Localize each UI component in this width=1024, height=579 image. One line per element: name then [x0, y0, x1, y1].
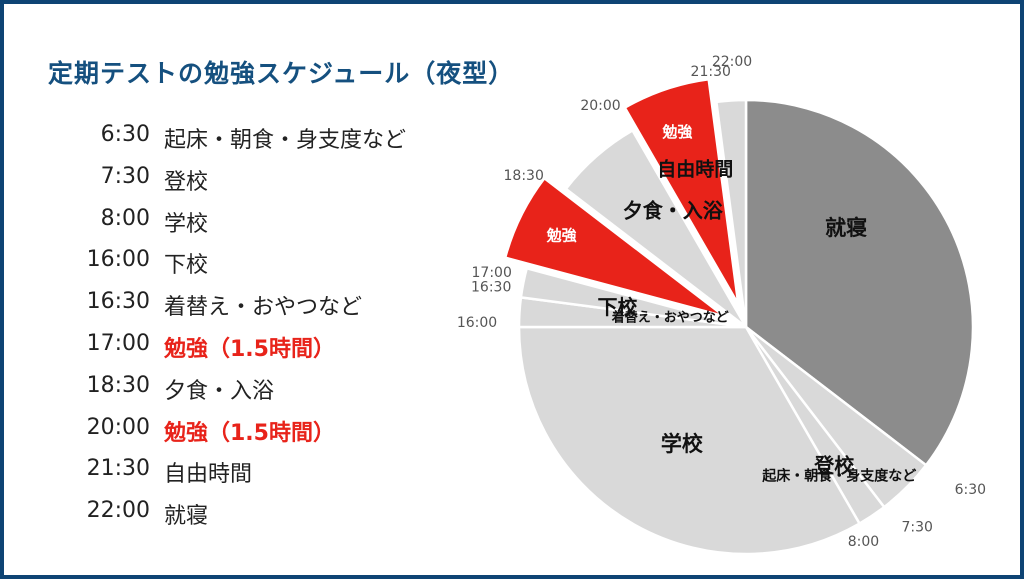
pie-time-label: 16:00: [457, 315, 497, 331]
pie-slice-label: 下校: [597, 295, 638, 319]
pie-slice: [564, 128, 748, 328]
schedule-row: 22:00 就寝: [4, 498, 504, 534]
schedule-row: 8:00 学校: [4, 206, 504, 242]
schedule-row: 20:00 勉強（1.5時間）: [4, 415, 504, 451]
pie-time-label: 20:00: [580, 98, 620, 114]
schedule-activity: 夕食・入浴: [164, 378, 275, 404]
schedule-activity: 勉強（1.5時間）: [164, 337, 335, 362]
schedule-time: 6:30: [100, 122, 150, 147]
schedule-activity: 起床・朝食・身支度など: [164, 128, 407, 153]
schedule-activity: 自由時間: [164, 462, 253, 488]
schedule-time: 22:00: [86, 498, 150, 524]
schedule-activity: 就寝: [164, 504, 209, 530]
schedule-activity: 登校: [164, 169, 209, 195]
pie-time-label: 16:30: [471, 280, 511, 296]
pie-time-label: 6:30: [955, 482, 986, 498]
pie-slice: [623, 77, 740, 305]
schedule-time: 16:00: [86, 247, 150, 273]
schedule-row: 21:30 自由時間: [4, 456, 504, 492]
schedule-time: 18:30: [86, 372, 150, 398]
pie-time-label: 21:30: [691, 64, 731, 80]
pie-slice: [519, 266, 747, 329]
pie-slice-label: 夕食・入浴: [623, 199, 724, 223]
schedule-activity: 着替え・おやつなど: [164, 295, 363, 321]
pie-chart: 就寝起床・朝食・身支度など登校学校下校着替え・おやつなど勉強夕食・入浴勉強自由時…: [457, 54, 986, 556]
pie-slice-label: 就寝: [825, 216, 867, 240]
pie-slice-label: 学校: [661, 432, 704, 456]
pie-slice: [517, 325, 862, 556]
pie-slice: [744, 98, 975, 467]
schedule-time: 20:00: [86, 414, 150, 440]
pie-time-label: 17:00: [472, 265, 512, 281]
schedule-row: 7:30 登校: [4, 164, 504, 200]
schedule-row: 18:30 夕食・入浴: [4, 373, 504, 409]
pie-slice: [503, 176, 726, 318]
pie-time-label: 7:30: [902, 519, 933, 535]
pie-slice-label: 自由時間: [657, 157, 733, 180]
schedule-time: 8:00: [100, 205, 150, 231]
schedule-time: 7:30: [100, 163, 150, 189]
schedule-activity: 下校: [164, 253, 209, 279]
schedule-activity: 勉強（1.5時間）: [164, 420, 335, 446]
pie-time-label: 18:30: [504, 168, 544, 184]
schedule-row: 6:30 起床・朝食・身支度など: [4, 122, 504, 158]
pie-time-label: 22:00: [712, 54, 752, 70]
pie-slice: [714, 98, 748, 328]
schedule-row: 16:30 着替え・おやつなど: [4, 289, 504, 325]
schedule-time: 21:30: [86, 456, 150, 482]
pie-slice-label: 勉強: [661, 123, 692, 141]
page-title: 定期テストの勉強スケジュール（夜型）: [48, 59, 515, 88]
pie-slice-label: 登校: [813, 454, 855, 478]
pie-slice-label: 起床・朝食・身支度など: [761, 467, 916, 484]
schedule-time: 16:30: [86, 289, 150, 315]
pie-slice-label: 着替え・おやつなど: [611, 309, 729, 325]
schedule-row: 17:00 勉強（1.5時間）: [4, 331, 504, 367]
schedule-activity: 学校: [164, 211, 209, 237]
pie-time-label: 8:00: [848, 534, 879, 550]
pie-slice-label: 勉強: [546, 227, 577, 245]
schedule-row: 16:00 下校: [4, 247, 504, 283]
schedule-time: 17:00: [86, 331, 150, 356]
